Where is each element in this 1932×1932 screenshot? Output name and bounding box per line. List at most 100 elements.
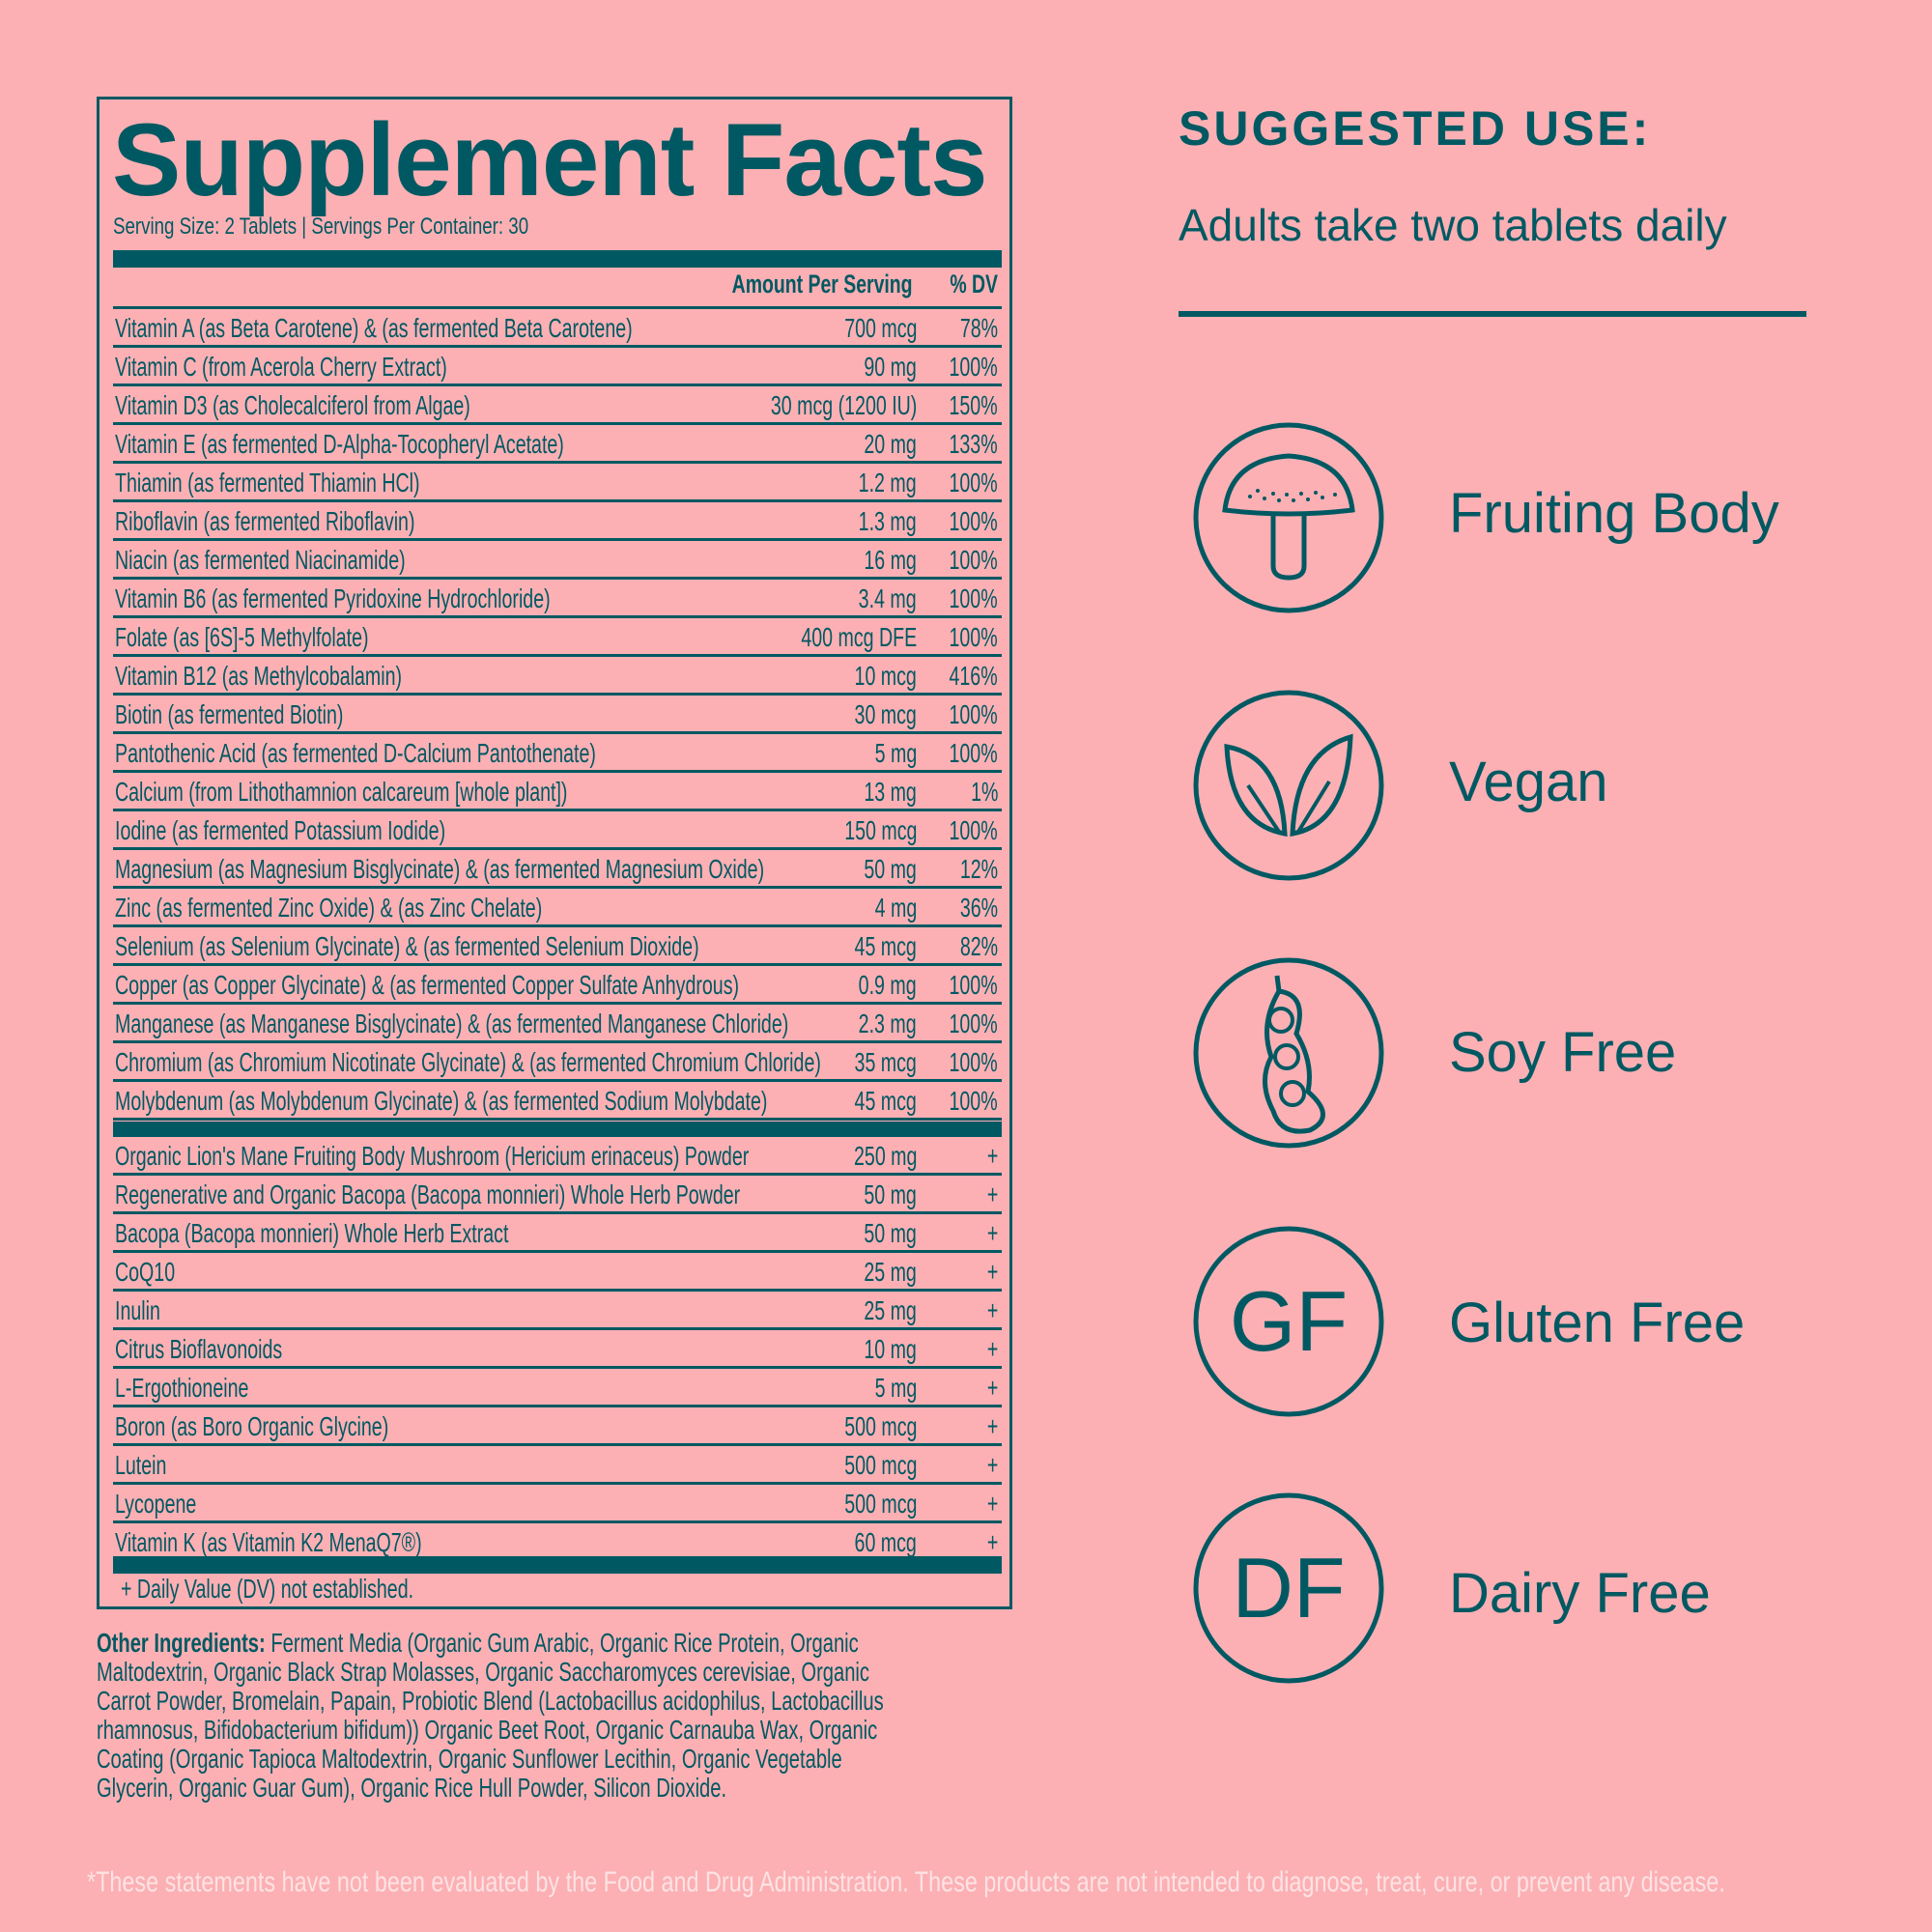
nutrient-name: Vitamin B12 (as Methylcobalamin) — [115, 661, 403, 691]
nutrient-dv: + — [986, 1179, 998, 1209]
nutrient-amount: 700 mcg — [843, 313, 917, 343]
nutrient-dv: 1% — [970, 777, 998, 807]
nutrient-dv: + — [986, 1295, 998, 1325]
table-row: Bacopa (Bacopa monnieri) Whole Herb Extr… — [113, 1214, 1002, 1253]
nutrient-dv: 100% — [949, 1047, 998, 1077]
thick-divider — [113, 1122, 1002, 1137]
nutrient-amount: 10 mg — [864, 1334, 917, 1364]
nutrient-name: Vitamin B6 (as fermented Pyridoxine Hydr… — [115, 583, 551, 613]
nutrient-dv: + — [986, 1334, 998, 1364]
nutrient-amount: 150 mcg — [843, 815, 917, 845]
nutrient-dv: 100% — [949, 468, 998, 497]
table-row: Vitamin B12 (as Methylcobalamin) 10 mcg 41… — [113, 657, 1002, 696]
nutrient-amount: 10 mcg — [854, 661, 917, 691]
nutrient-dv: 36% — [959, 893, 998, 923]
table-row: Inulin 25 mg + — [113, 1292, 1002, 1330]
other-ingredients: Other Ingredients: Ferment Media (Organi… — [97, 1629, 903, 1803]
table-row: Vitamin B6 (as fermented Pyridoxine Hydr… — [113, 580, 1002, 618]
nutrient-dv: + — [986, 1489, 998, 1519]
nutrient-dv: 133% — [949, 429, 998, 459]
header-dv: % DV — [950, 270, 998, 298]
nutrient-dv: + — [986, 1450, 998, 1480]
thick-divider — [113, 1556, 1002, 1574]
nutrient-amount: 60 mcg — [854, 1527, 917, 1557]
badge-label-vegan: Vegan — [1449, 751, 1608, 813]
nutrient-dv: 100% — [949, 545, 998, 575]
supplement-facts-panel: Supplement Facts Serving Size: 2 Tablets… — [97, 97, 1012, 1609]
table-row: Vitamin D3 (as Cholecalciferol from Alga… — [113, 386, 1002, 425]
nutrient-dv: + — [986, 1527, 998, 1557]
nutrient-amount: 13 mg — [864, 777, 917, 807]
nutrient-amount: 500 mcg — [843, 1489, 917, 1519]
table-row: CoQ10 25 mg + — [113, 1253, 1002, 1292]
fda-disclaimer: *These statements have not been evaluate… — [87, 1866, 1725, 1898]
nutrient-name: Pantothenic Acid (as fermented D-Calcium… — [115, 738, 596, 768]
table-row: Niacin (as fermented Niacinamide) 16 mg 10… — [113, 541, 1002, 580]
nutrient-dv: 100% — [949, 352, 998, 382]
nutrient-name: Lutein — [115, 1450, 167, 1480]
nutrient-name: Bacopa (Bacopa monnieri) Whole Herb Extr… — [115, 1218, 509, 1248]
nutrient-dv: 100% — [949, 1086, 998, 1116]
nutrient-amount: 45 mcg — [854, 1086, 917, 1116]
nutrient-dv: 100% — [949, 738, 998, 768]
nutrient-amount: 35 mcg — [854, 1047, 917, 1077]
leaves-icon — [1192, 689, 1385, 882]
serving-info: Serving Size: 2 Tablets | Servings Per C… — [113, 213, 529, 240]
nutrient-amount: 500 mcg — [843, 1411, 917, 1441]
nutrient-name: Organic Lion's Mane Fruiting Body Mushro… — [115, 1141, 750, 1171]
nutrient-name: Zinc (as fermented Zinc Oxide) & (as Zin… — [115, 893, 543, 923]
table-row: Lycopene 500 mcg + — [113, 1485, 1002, 1523]
nutrient-name: Niacin (as fermented Niacinamide) — [115, 545, 406, 575]
nutrient-name: Thiamin (as fermented Thiamin HCl) — [115, 468, 420, 497]
mushroom-icon — [1192, 421, 1385, 614]
nutrient-name: Vitamin K (as Vitamin K2 MenaQ7®) — [115, 1527, 422, 1557]
table-row: Vitamin C (from Acerola Cherry Extract) 9… — [113, 348, 1002, 386]
gf-icon: GF — [1192, 1225, 1385, 1418]
nutrient-name: Regenerative and Organic Bacopa (Bacopa … — [115, 1179, 741, 1209]
nutrient-dv: 100% — [949, 699, 998, 729]
other-ingredients-label: Other Ingredients: — [97, 1628, 266, 1658]
table-header: Amount Per Serving % DV — [113, 270, 1002, 306]
nutrient-name: Lycopene — [115, 1489, 197, 1519]
nutrient-amount: 3.4 mg — [859, 583, 917, 613]
nutrient-amount: 0.9 mg — [859, 970, 917, 1000]
suggested-use-divider — [1179, 311, 1806, 317]
table-row: Zinc (as fermented Zinc Oxide) & (as Zin… — [113, 889, 1002, 927]
table-row: Regenerative and Organic Bacopa (Bacopa … — [113, 1176, 1002, 1214]
nutrient-dv: 100% — [949, 970, 998, 1000]
nutrient-name: Citrus Bioflavonoids — [115, 1334, 283, 1364]
table-row: Chromium (as Chromium Nicotinate Glycina… — [113, 1043, 1002, 1082]
badge-label-gluten-free: Gluten Free — [1449, 1292, 1746, 1354]
badge-label-dairy-free: Dairy Free — [1449, 1562, 1711, 1625]
nutrient-name: Riboflavin (as fermented Riboflavin) — [115, 506, 415, 536]
nutrient-name: CoQ10 — [115, 1257, 176, 1287]
nutrient-dv: + — [986, 1411, 998, 1441]
nutrient-amount: 2.3 mg — [859, 1009, 917, 1038]
nutrient-dv: 82% — [959, 931, 998, 961]
nutrient-amount: 25 mg — [864, 1257, 917, 1287]
table-row: Thiamin (as fermented Thiamin HCl) 1.2 mg… — [113, 464, 1002, 502]
nutrient-amount: 1.2 mg — [859, 468, 917, 497]
nutrient-dv: 100% — [949, 583, 998, 613]
other-ingredients-text: Ferment Media (Organic Gum Arabic, Organ… — [97, 1628, 884, 1803]
gf-text: GF — [1229, 1273, 1349, 1369]
nutrient-dv: 100% — [949, 815, 998, 845]
thick-divider — [113, 250, 1002, 268]
table-row: Magnesium (as Magnesium Bisglycinate) & … — [113, 850, 1002, 889]
thin-divider — [113, 306, 1002, 309]
badge-label-soy-free: Soy Free — [1449, 1021, 1677, 1084]
table-row: Vitamin E (as fermented D-Alpha-Tocopher… — [113, 425, 1002, 464]
nutrient-name: Iodine (as fermented Potassium Iodide) — [115, 815, 446, 845]
header-amount: Amount Per Serving — [732, 270, 913, 298]
nutrient-amount: 5 mg — [874, 738, 917, 768]
nutrient-amount: 4 mg — [874, 893, 917, 923]
nutrient-name: Selenium (as Selenium Glycinate) & (as f… — [115, 931, 699, 961]
badge-label-fruiting-body: Fruiting Body — [1449, 482, 1779, 545]
nutrient-amount: 90 mg — [864, 352, 917, 382]
nutrient-name: Vitamin E (as fermented D-Alpha-Tocopher… — [115, 429, 564, 459]
df-text: DF — [1232, 1540, 1346, 1635]
nutrient-dv: 150% — [949, 390, 998, 420]
table-row: Calcium (from Lithothamnion calcareum [w… — [113, 773, 1002, 811]
table-row: Vitamin A (as Beta Carotene) & (as ferme… — [113, 309, 1002, 348]
table-row: Organic Lion's Mane Fruiting Body Mushro… — [113, 1137, 1002, 1176]
